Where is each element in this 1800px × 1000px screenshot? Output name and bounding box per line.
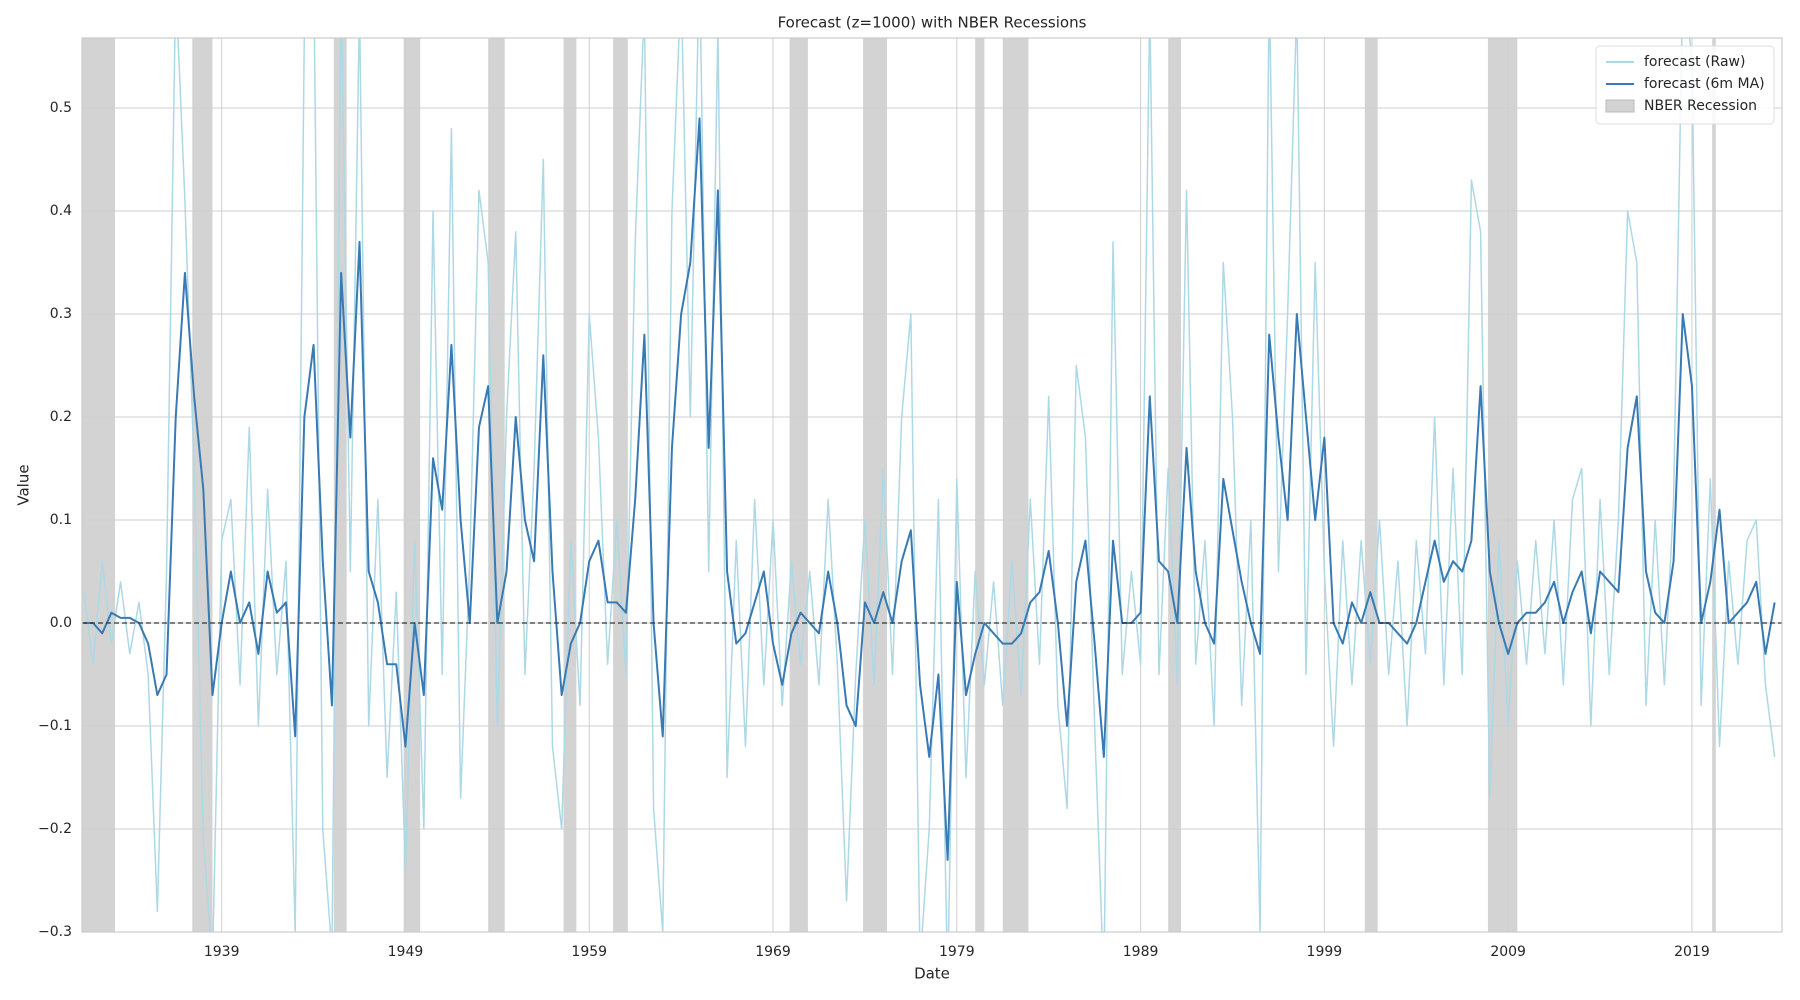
recession-band	[863, 38, 887, 932]
recession-band	[1712, 38, 1716, 932]
recession-band	[613, 38, 628, 932]
recession-band	[488, 38, 505, 932]
recession-band	[82, 38, 116, 932]
x-axis-label: Date	[914, 965, 950, 983]
x-tick-label: 1979	[939, 944, 975, 960]
legend-label: forecast (Raw)	[1644, 54, 1745, 70]
legend: forecast (Raw) forecast (6m MA) NBER Reces…	[1595, 45, 1775, 125]
y-tick-label: 0.0	[50, 615, 72, 631]
x-tick-label: 2009	[1490, 944, 1526, 960]
y-tick-label: 0.3	[50, 306, 72, 322]
recession-band	[403, 38, 421, 932]
y-axis-label: Value	[15, 464, 33, 505]
recession-band	[789, 38, 808, 932]
recession-band	[563, 38, 577, 932]
overlay: −0.3 −0.2 −0.1 0.0 0.1 0.2 0.3 0.4 0.5 1939 1949 19…	[38, 37, 1783, 960]
series-line	[83, 117, 1776, 861]
chart-title: Forecast (z=1000) with NBER Recessions	[778, 14, 1087, 32]
x-tick-label: 1989	[1123, 944, 1159, 960]
x-tick-label: 1999	[1307, 944, 1343, 960]
legend-box	[1595, 45, 1775, 125]
x-tick-label: 1949	[388, 944, 424, 960]
x-tick-label: 2019	[1674, 944, 1710, 960]
x-tick-label: 1959	[571, 944, 607, 960]
recession-band	[1168, 38, 1182, 932]
y-tick-label: −0.1	[38, 718, 72, 734]
y-tick-label: 0.5	[50, 100, 72, 116]
recession-band	[1002, 38, 1029, 932]
legend-swatch	[1605, 99, 1635, 113]
y-tick-label: 0.4	[50, 203, 72, 219]
recession-band	[975, 38, 985, 932]
legend-label: NBER Recession	[1644, 98, 1757, 114]
y-tick-label: 0.2	[50, 409, 72, 425]
y-tick-label: 0.1	[50, 512, 72, 528]
recession-band	[1364, 38, 1378, 932]
legend-label: forecast (6m MA)	[1644, 76, 1765, 92]
recession-band	[1487, 38, 1518, 932]
x-tick-label: 1939	[204, 944, 240, 960]
y-tick-label: −0.2	[38, 821, 72, 837]
y-tick-label: −0.3	[38, 924, 72, 940]
recession-band	[333, 38, 347, 932]
plot-area	[82, 38, 1782, 932]
x-tick-label: 1969	[755, 944, 791, 960]
plot-frame	[81, 37, 1783, 933]
